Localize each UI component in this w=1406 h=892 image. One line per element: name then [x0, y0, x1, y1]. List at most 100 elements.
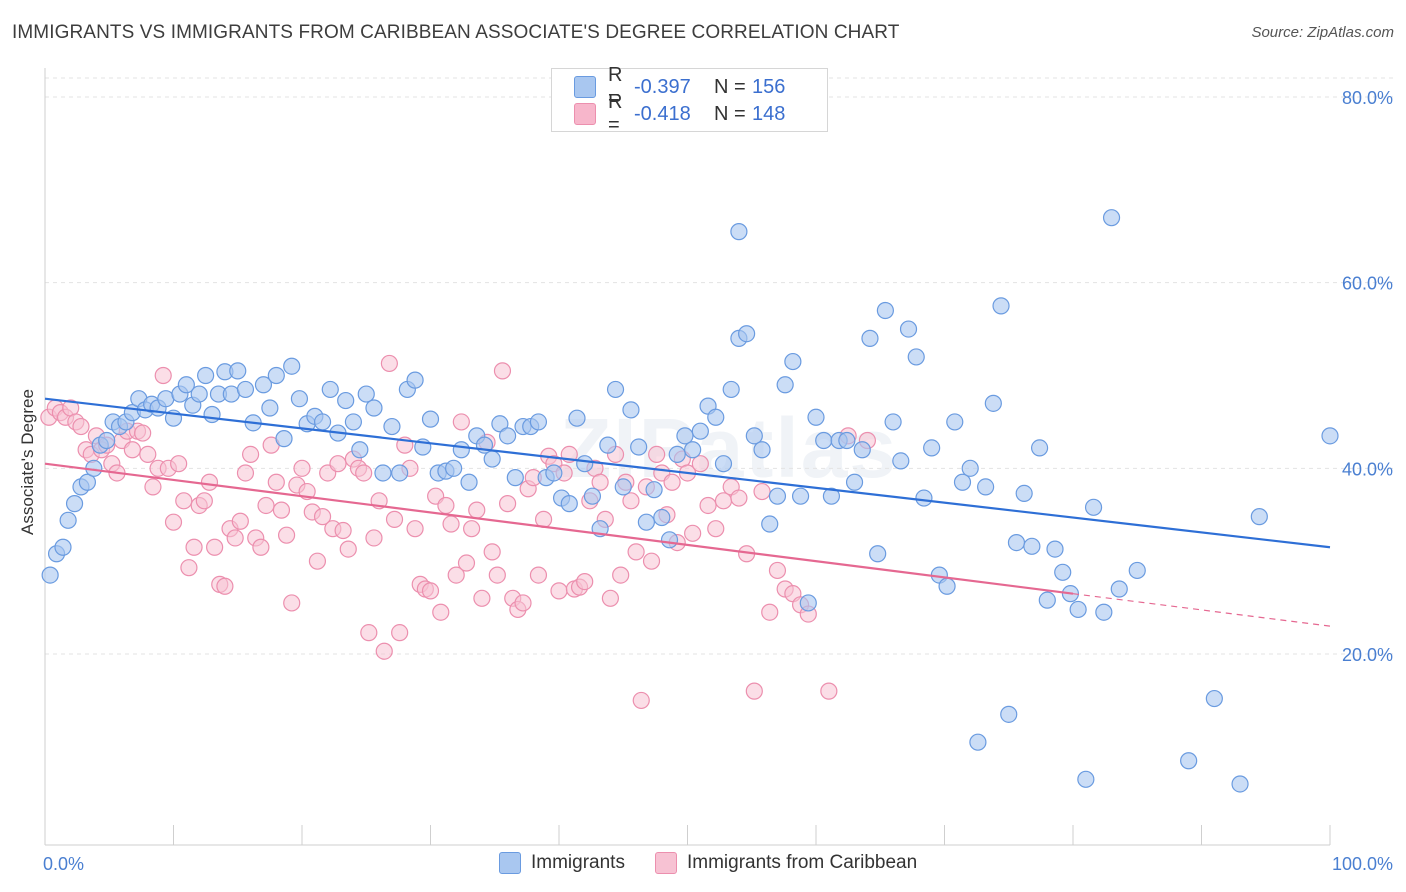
immigrants-point: [1015, 484, 1033, 502]
caribbean-point: [576, 572, 594, 591]
immigrants-point: [54, 538, 72, 556]
caribbean-point: [820, 682, 838, 700]
caribbean-point: [457, 554, 476, 572]
caribbean-point: [514, 594, 532, 612]
caribbean-point: [468, 501, 486, 519]
immigrants-point: [768, 487, 787, 505]
immigrants-point: [391, 464, 409, 482]
legend-item-immigrants[interactable]: Immigrants: [499, 852, 625, 874]
caribbean-point: [447, 566, 465, 584]
immigrants-point: [357, 385, 375, 403]
caribbean-point: [236, 464, 255, 482]
immigrants-point: [560, 495, 578, 513]
y-tick-label: 60.0%: [1342, 274, 1393, 294]
y-axis-title: Associate's Degree: [18, 389, 37, 535]
legend-swatch-immigrants: [499, 852, 521, 874]
n-value: 156: [752, 75, 786, 98]
immigrants-point: [190, 385, 208, 403]
caribbean-point: [380, 354, 398, 373]
immigrants-point: [483, 450, 501, 468]
caribbean-point: [216, 577, 234, 595]
immigrants-point: [421, 410, 440, 428]
immigrants-point: [229, 362, 247, 380]
immigrants-point: [1095, 603, 1113, 621]
caribbean-point: [452, 413, 470, 431]
immigrants-point: [791, 487, 810, 505]
immigrants-point: [637, 513, 655, 531]
immigrants-point: [1250, 508, 1268, 526]
immigrants-point: [1110, 580, 1128, 598]
caribbean-point: [277, 526, 296, 544]
immigrants-point: [684, 441, 702, 459]
immigrants-point: [946, 413, 964, 431]
caribbean-point: [648, 445, 666, 464]
caribbean-point: [231, 512, 249, 530]
immigrants-point: [738, 325, 756, 343]
caribbean-point: [612, 566, 630, 584]
caribbean-point: [139, 445, 157, 464]
immigrants-point: [1030, 439, 1049, 457]
immigrants-point: [290, 390, 309, 408]
immigrants-point: [845, 473, 864, 491]
caribbean-point: [432, 603, 450, 621]
legend-label-immigrants: Immigrants: [531, 852, 625, 873]
immigrants-point: [491, 415, 509, 433]
immigrants-point: [730, 223, 748, 241]
immigrants-point: [614, 478, 632, 496]
caribbean-point: [206, 538, 224, 556]
x-tick-label: 100.0%: [1332, 854, 1393, 874]
series-caribbean-points: [40, 354, 877, 710]
caribbean-trend-line: [44, 462, 1074, 595]
immigrants-point: [1321, 427, 1339, 445]
immigrants-point: [1069, 600, 1087, 619]
caribbean-point: [180, 559, 198, 577]
immigrants-point: [365, 399, 383, 417]
caribbean-point: [768, 561, 787, 580]
caribbean-point: [385, 510, 404, 528]
caribbean-point: [164, 513, 183, 531]
caribbean-point: [272, 501, 291, 519]
immigrants-point: [78, 473, 97, 491]
r-label: R =: [608, 64, 623, 109]
immigrants-point: [822, 487, 841, 505]
caribbean-point: [123, 441, 141, 459]
immigrants-point: [98, 431, 116, 450]
caribbean-point: [267, 473, 285, 491]
immigrants-point: [1128, 561, 1146, 580]
immigrants-point: [630, 438, 648, 456]
y-tick-label: 20.0%: [1342, 645, 1393, 665]
immigrants-point: [707, 408, 725, 426]
caribbean-point: [134, 424, 152, 442]
immigrants-point: [938, 577, 956, 595]
immigrants-point: [668, 445, 686, 464]
legend-swatch-immigrants: [574, 76, 596, 98]
immigrants-point: [1231, 775, 1249, 793]
n-value: 148: [752, 102, 786, 125]
axes: [44, 68, 1331, 846]
immigrants-point: [953, 473, 972, 491]
caribbean-point: [745, 682, 763, 700]
caribbean-point: [360, 624, 378, 642]
immigrants-point: [254, 376, 273, 394]
correlation-legend: R = -0.397 N = 156 R = -0.418 N = 148: [551, 64, 828, 136]
caribbean-point: [483, 543, 501, 561]
immigrants-point: [992, 297, 1010, 315]
immigrants-point: [923, 439, 941, 457]
immigrants-point: [907, 348, 925, 366]
immigrants-point: [529, 413, 548, 431]
legend-item-caribbean[interactable]: Immigrants from Caribbean: [654, 852, 918, 874]
immigrants-point: [406, 371, 424, 389]
caribbean-point: [707, 520, 725, 538]
caribbean-point: [252, 538, 270, 556]
immigrants-point: [961, 459, 979, 477]
series-immigrants-points: [41, 209, 1339, 793]
caribbean-point: [730, 489, 748, 507]
immigrants-point: [853, 441, 871, 459]
immigrants-point: [1054, 563, 1072, 581]
caribbean-point: [195, 492, 213, 510]
legend-label-caribbean: Immigrants from Caribbean: [686, 852, 918, 873]
caribbean-point: [421, 582, 440, 600]
immigrants-point: [815, 431, 833, 450]
immigrants-point: [283, 357, 301, 375]
caribbean-point: [283, 594, 301, 612]
